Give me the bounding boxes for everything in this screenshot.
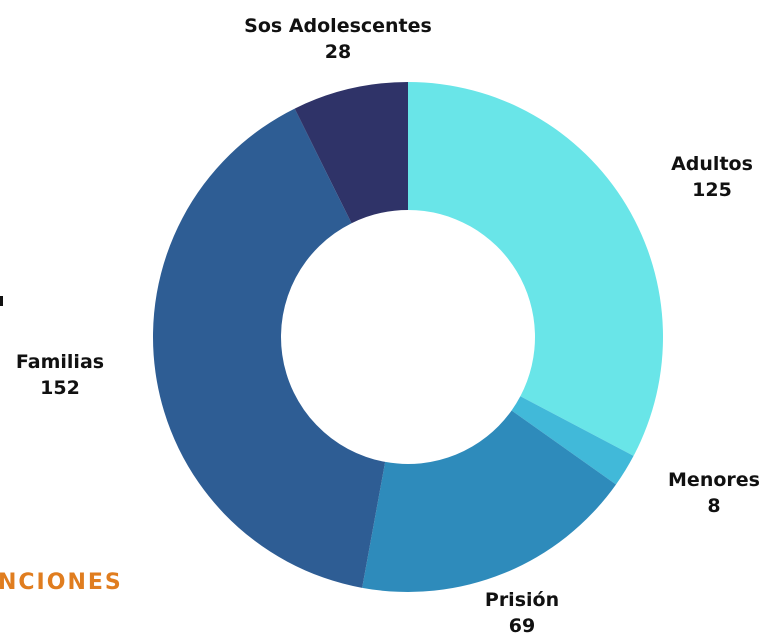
label-prision-value: 69: [508, 614, 536, 637]
label-sos-adolescentes-name: Sos Adolescentes: [244, 15, 432, 37]
label-familias-name: Familias: [15, 351, 105, 373]
edge-mark: [0, 296, 3, 306]
slice-familias: [153, 108, 386, 588]
label-menores-value: 8: [707, 494, 721, 517]
label-adultos-name: Adultos: [671, 153, 753, 175]
label-sos-adolescentes: Sos Adolescentes 28: [244, 14, 432, 65]
label-sos-adolescentes-value: 28: [324, 40, 352, 63]
partial-section-heading: NCIONES: [0, 570, 123, 595]
label-menores-name: Menores: [668, 469, 760, 491]
slice-menores: [511, 396, 634, 485]
label-adultos: Adultos 125: [671, 152, 753, 203]
slice-adultos: [408, 82, 664, 456]
label-familias: Familias 152: [16, 350, 104, 401]
label-familias-value: 152: [40, 376, 80, 399]
label-prision: Prisión 69: [485, 588, 559, 639]
slice-prision: [362, 410, 617, 592]
slice-sos-adolescentes: [294, 82, 408, 224]
label-adultos-value: 125: [692, 178, 732, 201]
label-menores: Menores 8: [668, 468, 760, 519]
label-prision-name: Prisión: [484, 589, 560, 611]
